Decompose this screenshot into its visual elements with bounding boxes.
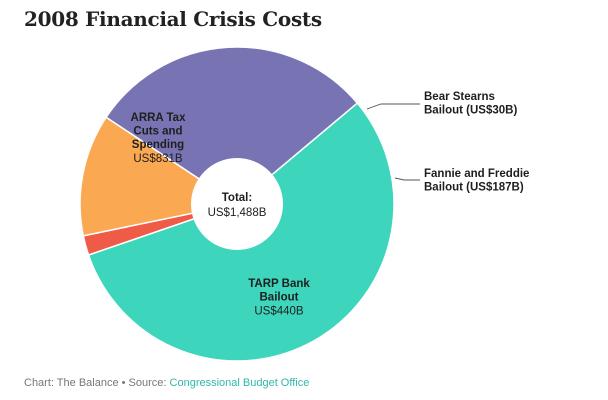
slice-label-arra: ARRA Tax Cuts and Spending US$831B bbox=[131, 112, 187, 165]
chart-title: 2008 Financial Crisis Costs bbox=[24, 7, 322, 31]
slice-label-tarp: TARP Bank Bailout US$440B bbox=[248, 278, 310, 318]
center-total-value: US$1,488B bbox=[208, 207, 267, 219]
slice-tarp bbox=[105, 46, 359, 205]
center-total-label: Total: bbox=[222, 192, 252, 204]
chart-footer: Chart: The Balance • Source: Congression… bbox=[24, 377, 309, 389]
leader-line-fannie-freddie bbox=[394, 177, 420, 181]
slice-label-fannie-freddie: Fannie and Freddie Bailout (US$187B) bbox=[424, 168, 529, 194]
leader-line-bear-stearns bbox=[366, 103, 420, 110]
footer-credit: Chart: The Balance • Source: bbox=[24, 377, 170, 389]
donut-hole bbox=[191, 158, 283, 250]
source-link[interactable]: Congressional Budget Office bbox=[169, 377, 310, 389]
slice-label-bear-stearns: Bear Stearns Bailout (US$30B) bbox=[424, 91, 517, 117]
